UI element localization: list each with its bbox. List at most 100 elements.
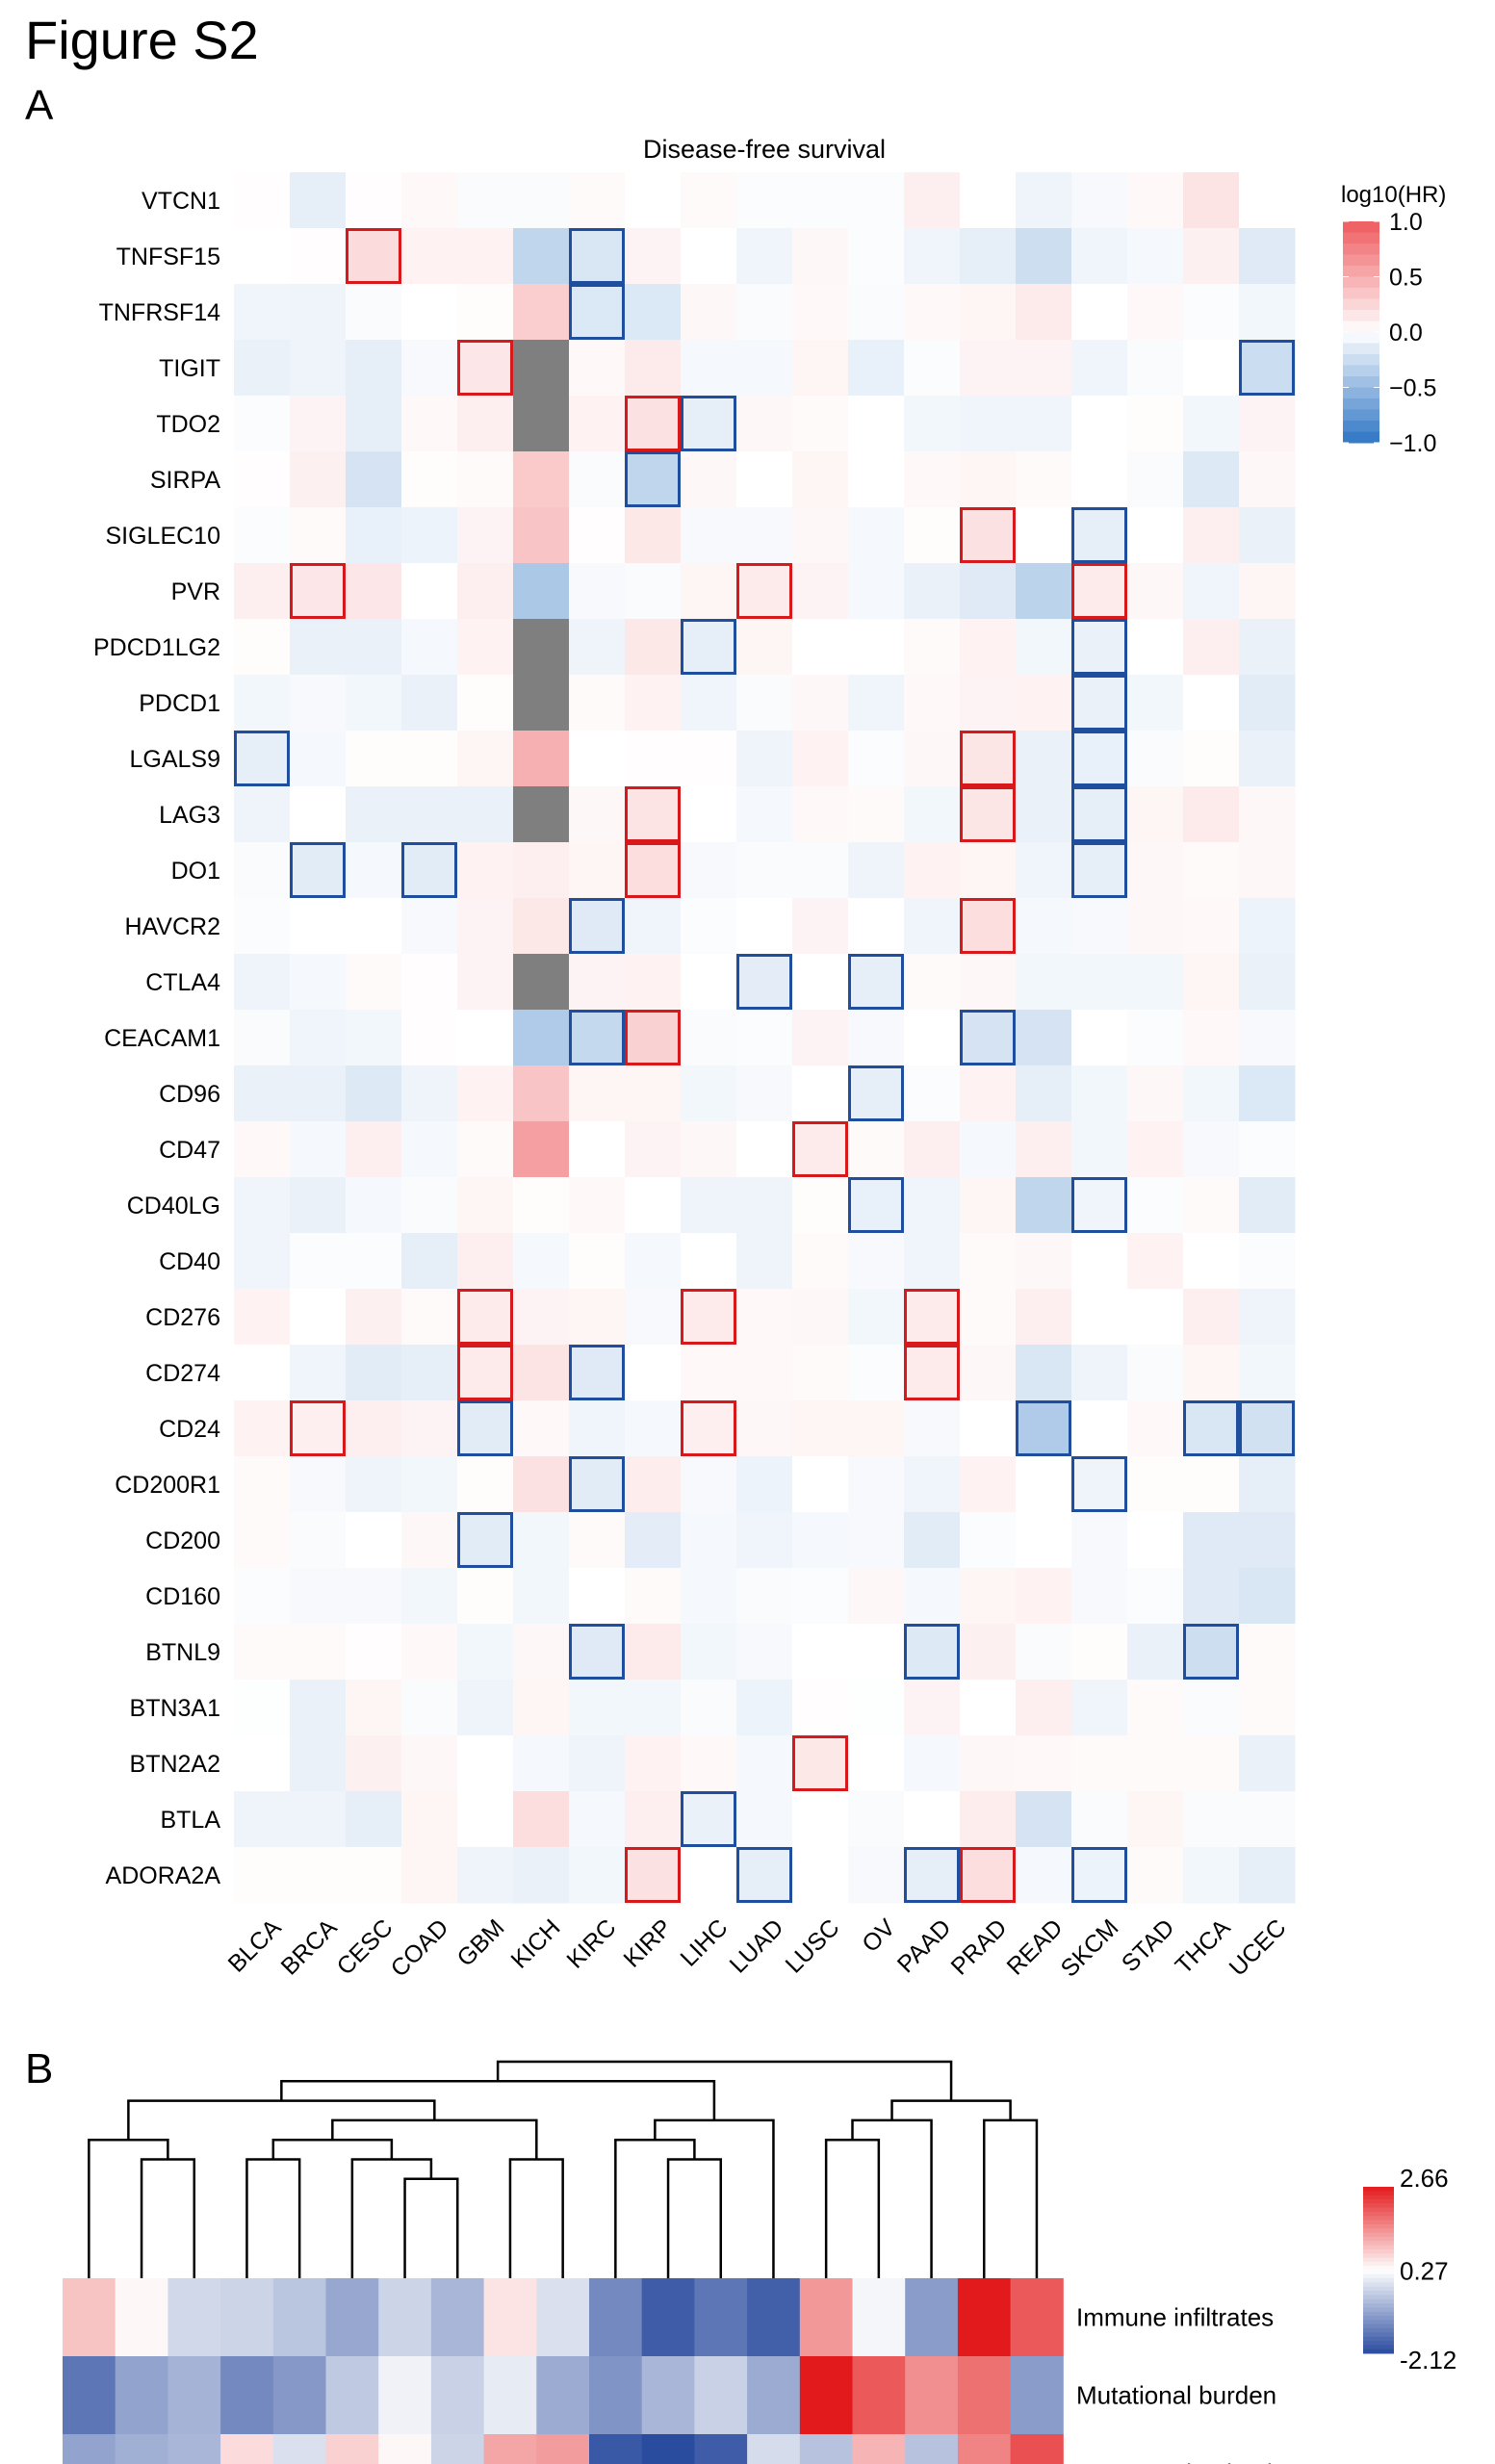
heatmap-cell: [848, 507, 905, 564]
heatmap-cell: [589, 2356, 643, 2435]
heatmap-cell: [234, 1400, 291, 1457]
heatmap-cell-na: [513, 340, 570, 397]
row-label: VTCN1: [142, 188, 220, 215]
significance-box-neg: [625, 451, 681, 507]
row-label: CD276: [145, 1304, 220, 1331]
heatmap-cell-na: [513, 954, 570, 1011]
heatmap-cell: [1016, 1345, 1072, 1401]
significance-box-neg: [1071, 619, 1127, 675]
heatmap-cell: [736, 619, 793, 676]
heatmap-cell: [1071, 507, 1128, 564]
heatmap-cell: [681, 340, 737, 397]
heatmap-cell: [346, 284, 402, 341]
heatmap-cell: [1071, 1791, 1128, 1848]
heatmap-cell: [457, 1345, 514, 1401]
heatmap-cell: [457, 842, 514, 899]
heatmap-cell: [1071, 1680, 1128, 1736]
heatmap-cell: [1016, 1121, 1072, 1178]
heatmap-cell: [1127, 1847, 1184, 1904]
heatmap-cell: [290, 731, 347, 787]
heatmap-cell: [346, 1735, 402, 1792]
row-label: BTNL9: [145, 1639, 220, 1666]
heatmap-cell: [569, 1400, 626, 1457]
legend-color-step: [1363, 2291, 1394, 2296]
heatmap-cell: [960, 1512, 1017, 1569]
significance-box-pos: [625, 842, 681, 898]
heatmap-cell: [234, 1233, 291, 1290]
heatmap-cell: [1127, 396, 1184, 452]
heatmap-cell: [569, 284, 626, 341]
heatmap-cell: [346, 842, 402, 899]
heatmap-cell: [1239, 1568, 1296, 1625]
heatmap-cell: [904, 1680, 961, 1736]
heatmap-cell: [1239, 1456, 1296, 1513]
heatmap-cell: [513, 451, 570, 508]
heatmap-cell: [1071, 1624, 1128, 1681]
heatmap-cell: [569, 954, 626, 1011]
significance-box-pos: [960, 731, 1016, 786]
significance-box-neg: [848, 1177, 904, 1233]
heatmap-cell: [792, 284, 849, 341]
heatmap-cell: [625, 1568, 682, 1625]
column-label: KIRP: [618, 1914, 677, 1973]
heatmap-cell: [1239, 1735, 1296, 1792]
heatmap-cell: [569, 1345, 626, 1401]
column-label: LUSC: [781, 1914, 845, 1979]
heatmap-cell: [346, 1400, 402, 1457]
heatmap-cell: [681, 1289, 737, 1346]
column-label: PRAD: [946, 1914, 1013, 1981]
heatmap-cell: [960, 1233, 1017, 1290]
heatmap-cell: [457, 1735, 514, 1792]
row-label: TDO2: [156, 411, 220, 438]
heatmap-cell: [457, 898, 514, 955]
legend-color-step: [1363, 2207, 1394, 2213]
heatmap-cell: [290, 340, 347, 397]
heatmap-cell: [115, 2356, 168, 2435]
heatmap-cell: [625, 954, 682, 1011]
legend-color-step: [1363, 2232, 1394, 2238]
heatmap-cell: [569, 619, 626, 676]
legend-color-step: [1363, 2245, 1394, 2250]
heatmap-cell: [1071, 1065, 1128, 1122]
heatmap-cell: [848, 1456, 905, 1513]
heatmap-cell: [401, 731, 458, 787]
heatmap-cell: [401, 1233, 458, 1290]
heatmap-cell: [904, 1289, 961, 1346]
dendrogram-branch: [140, 2158, 195, 2278]
significance-box-neg: [681, 619, 736, 675]
heatmap-cell: [63, 2278, 116, 2357]
column-label: UCEC: [1224, 1914, 1292, 1982]
heatmap-cell: [1071, 340, 1128, 397]
heatmap-cell: [681, 731, 737, 787]
legend-tick-label: 0.27: [1400, 2257, 1449, 2286]
heatmap-cell: [747, 2278, 801, 2357]
heatmap-cell: [904, 675, 961, 732]
heatmap-cell: [346, 563, 402, 620]
significance-box-pos: [625, 1010, 681, 1065]
heatmap-cell: [1016, 1735, 1072, 1792]
heatmap-cell: [848, 396, 905, 452]
heatmap-cell: [457, 954, 514, 1011]
heatmap-cell: [290, 451, 347, 508]
dendrogram-branch: [654, 2118, 775, 2278]
heatmap-cell: [569, 1568, 626, 1625]
heatmap-cell: [736, 731, 793, 787]
figure-title: Figure S2: [25, 10, 259, 70]
row-label: SIRPA: [150, 467, 220, 494]
heatmap-cell: [792, 1568, 849, 1625]
heatmap-cell: [346, 1233, 402, 1290]
heatmap-cell: [1183, 396, 1240, 452]
heatmap-cell: [346, 1121, 402, 1178]
heatmap-cell: [346, 507, 402, 564]
heatmap-cell: [1071, 284, 1128, 341]
heatmap-cell: [1183, 1233, 1240, 1290]
heatmap-cell: [681, 786, 737, 843]
heatmap-cell: [430, 2356, 485, 2435]
heatmap-cell: [960, 1735, 1017, 1792]
heatmap-cell: [346, 619, 402, 676]
heatmap-cell: [1016, 1847, 1072, 1904]
heatmap-cell: [960, 1121, 1017, 1178]
significance-box-pos: [681, 1289, 736, 1345]
significance-box-neg: [569, 284, 625, 340]
heatmap-cell: [736, 284, 793, 341]
